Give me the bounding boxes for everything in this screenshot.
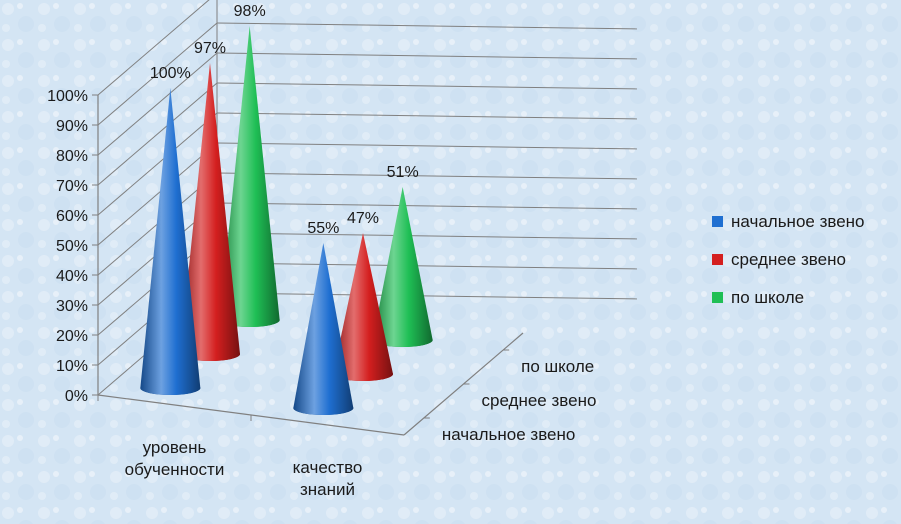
grid-line-back [216, 292, 638, 300]
cones [140, 26, 433, 416]
cone-body [372, 187, 433, 347]
cone-по школе [372, 187, 433, 347]
y-tick-label: 10% [56, 358, 88, 375]
grid-line-side [97, 82, 218, 186]
grid-line-back [216, 172, 638, 180]
depth-axis-label: по школе [521, 357, 594, 376]
grid-line-side [97, 22, 218, 126]
grid-line-back [216, 82, 638, 90]
y-tick-label: 90% [56, 118, 88, 135]
data-label: 100% [150, 65, 191, 82]
x-category-label: качество знаний [293, 458, 363, 499]
y-tick-label: 30% [56, 298, 88, 315]
grid-line-back [216, 262, 638, 270]
grid-line-side [97, 112, 218, 216]
x-category-label-line: уровень [143, 438, 207, 457]
grid-line-back [216, 112, 638, 120]
grid-line-back [216, 22, 638, 30]
legend-swatch [712, 254, 723, 265]
cone-начальное звено [140, 88, 201, 395]
x-category-label-line: качество [293, 458, 363, 477]
y-tick-label: 50% [56, 238, 88, 255]
grid-lines [97, 0, 638, 396]
depth-axis-label: начальное звено [442, 425, 576, 444]
depth-axis-label: среднее звено [482, 391, 597, 410]
data-label: 97% [194, 40, 226, 57]
legend-label: по школе [731, 288, 804, 307]
cone-начальное звено [293, 243, 354, 416]
data-label: 47% [347, 210, 379, 227]
x-category-label-line: знаний [300, 480, 355, 499]
legend: начальное звено среднее звено по школе [712, 212, 865, 307]
cone-body [219, 26, 280, 327]
y-tick-label: 20% [56, 328, 88, 345]
y-tick-label: 70% [56, 178, 88, 195]
labels: 0% 10% 20% 30% 40% 50% 60% 70% 80% 90% 100% уровень… [47, 3, 596, 499]
x-category-label: уровень обученности [125, 438, 225, 479]
grid-line-back [216, 142, 638, 150]
cone-body [180, 63, 240, 361]
grid-line-back [216, 232, 638, 240]
legend-label: среднее звено [731, 250, 846, 269]
grid-line-back [216, 52, 638, 60]
y-tick-label: 40% [56, 268, 88, 285]
grid-line-back [216, 202, 638, 210]
data-label: 55% [307, 220, 339, 237]
grid-line-side [97, 142, 218, 246]
y-tick-label: 60% [56, 208, 88, 225]
legend-swatch [712, 292, 723, 303]
grid-line-side [97, 0, 210, 96]
y-tick-label: 100% [47, 88, 88, 105]
cone-body [140, 88, 201, 395]
data-label: 98% [234, 3, 266, 20]
grid-line-side [97, 52, 218, 156]
cone-body [333, 233, 393, 381]
legend-swatch [712, 216, 723, 227]
legend-label: начальное звено [731, 212, 865, 231]
y-tick-label: 0% [65, 388, 88, 405]
x-category-label-line: обученности [125, 460, 225, 479]
cone-среднее звено [333, 233, 393, 381]
y-tick-label: 80% [56, 148, 88, 165]
data-label: 51% [387, 164, 419, 181]
cone-body [293, 243, 354, 416]
